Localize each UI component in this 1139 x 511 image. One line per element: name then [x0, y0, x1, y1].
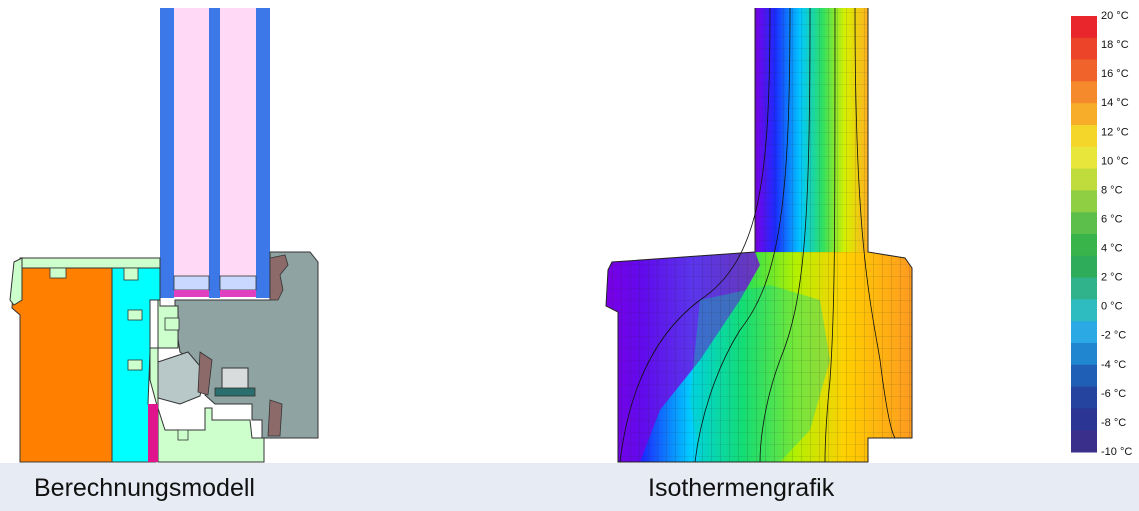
iso-grid-horizontal	[606, 8, 912, 462]
legend-tick-label: 6 °C	[1101, 213, 1123, 225]
glass-pane-outer	[160, 8, 174, 298]
sealant-strip-2	[220, 290, 256, 297]
legend-swatch	[1071, 364, 1097, 388]
legend-swatch	[1071, 299, 1097, 322]
thermal-break-magenta	[148, 404, 158, 462]
legend-swatch	[1071, 212, 1097, 235]
legend-swatch	[1071, 103, 1097, 126]
legend-tick-label: 8 °C	[1101, 184, 1123, 196]
sealant-strip-1	[174, 290, 209, 297]
glass-gap-2	[220, 8, 256, 290]
gasket-1	[197, 351, 213, 396]
iso-contour-4	[824, 7, 836, 463]
groove-d	[127, 359, 143, 371]
hardware-block	[221, 367, 249, 391]
legend-tick-label: 12 °C	[1101, 126, 1129, 138]
legend-tick-label: 4 °C	[1101, 243, 1123, 255]
legend-swatch	[1071, 37, 1097, 61]
glass-pane-inner	[256, 8, 270, 298]
frame-wood-orange	[11, 267, 113, 463]
legend-tick-label: 0 °C	[1101, 301, 1123, 313]
legend-swatch	[1071, 321, 1097, 344]
drip-edge	[9, 257, 23, 306]
groove-f	[177, 429, 189, 441]
caption-isotherm-graphic: Isothermengrafik	[648, 474, 835, 502]
temperature-legend: 20 °C 18 °C 16 °C 14 °C 12 °C 10 °C 8 °C 6 °C 4 …	[1071, 10, 1132, 458]
iso-contour-1	[619, 7, 771, 463]
groove-e	[164, 317, 180, 331]
spacer-1	[173, 275, 210, 291]
calculation-model	[9, 8, 319, 463]
caption-bar: Berechnungsmodell Isothermengrafik	[0, 463, 1139, 511]
legend-tick-label: 20 °C	[1101, 10, 1129, 22]
isotherm-graphic	[605, 7, 913, 463]
legend-tick-label: -10 °C	[1101, 446, 1132, 458]
iso-contour-5	[854, 7, 896, 439]
legend-swatch	[1071, 408, 1097, 431]
legend-swatch	[1071, 16, 1097, 39]
iso-outline	[605, 8, 913, 463]
legend-swatch	[1071, 343, 1097, 366]
glass-pane-middle	[209, 8, 220, 298]
caption-calculation-model: Berechnungsmodell	[34, 474, 255, 502]
hardware-disc	[157, 351, 206, 405]
groove-c	[127, 309, 143, 321]
legend-tick-label: 10 °C	[1101, 155, 1129, 167]
legend-swatch	[1071, 168, 1097, 191]
glazing-bead	[269, 254, 289, 301]
legend-swatch	[1071, 386, 1097, 409]
hardware-base	[214, 387, 256, 397]
stage: 20 °C 18 °C 16 °C 14 °C 12 °C 10 °C 8 °C 6 °C 4 …	[9, 7, 1132, 463]
legend-tick-label: -4 °C	[1101, 359, 1126, 371]
legend-tick-label: 2 °C	[1101, 272, 1123, 284]
legend-tick-label: -6 °C	[1101, 388, 1126, 400]
legend-tick-label: 16 °C	[1101, 68, 1129, 80]
legend-tick-label: -2 °C	[1101, 330, 1126, 342]
legend-swatch	[1071, 59, 1097, 82]
legend-swatch	[1071, 190, 1097, 213]
legend-swatch	[1071, 81, 1097, 104]
legend-swatch	[1071, 146, 1097, 170]
groove-a	[49, 267, 67, 279]
legend-swatch	[1071, 255, 1097, 279]
glass-gap-1	[174, 8, 209, 290]
legend-swatch	[1071, 234, 1097, 257]
legend-swatch	[1071, 125, 1097, 148]
iso-contour-2	[694, 7, 791, 463]
legend-swatch	[1071, 430, 1097, 453]
legend-tick-label: 18 °C	[1101, 39, 1129, 51]
iso-contour-3	[759, 7, 811, 463]
legend-tick-label: -8 °C	[1101, 417, 1126, 429]
spacer-2	[219, 275, 257, 291]
legend-tick-label: 14 °C	[1101, 97, 1129, 109]
legend-swatch	[1071, 277, 1097, 300]
gasket-2	[267, 399, 283, 437]
groove-b	[123, 267, 139, 281]
